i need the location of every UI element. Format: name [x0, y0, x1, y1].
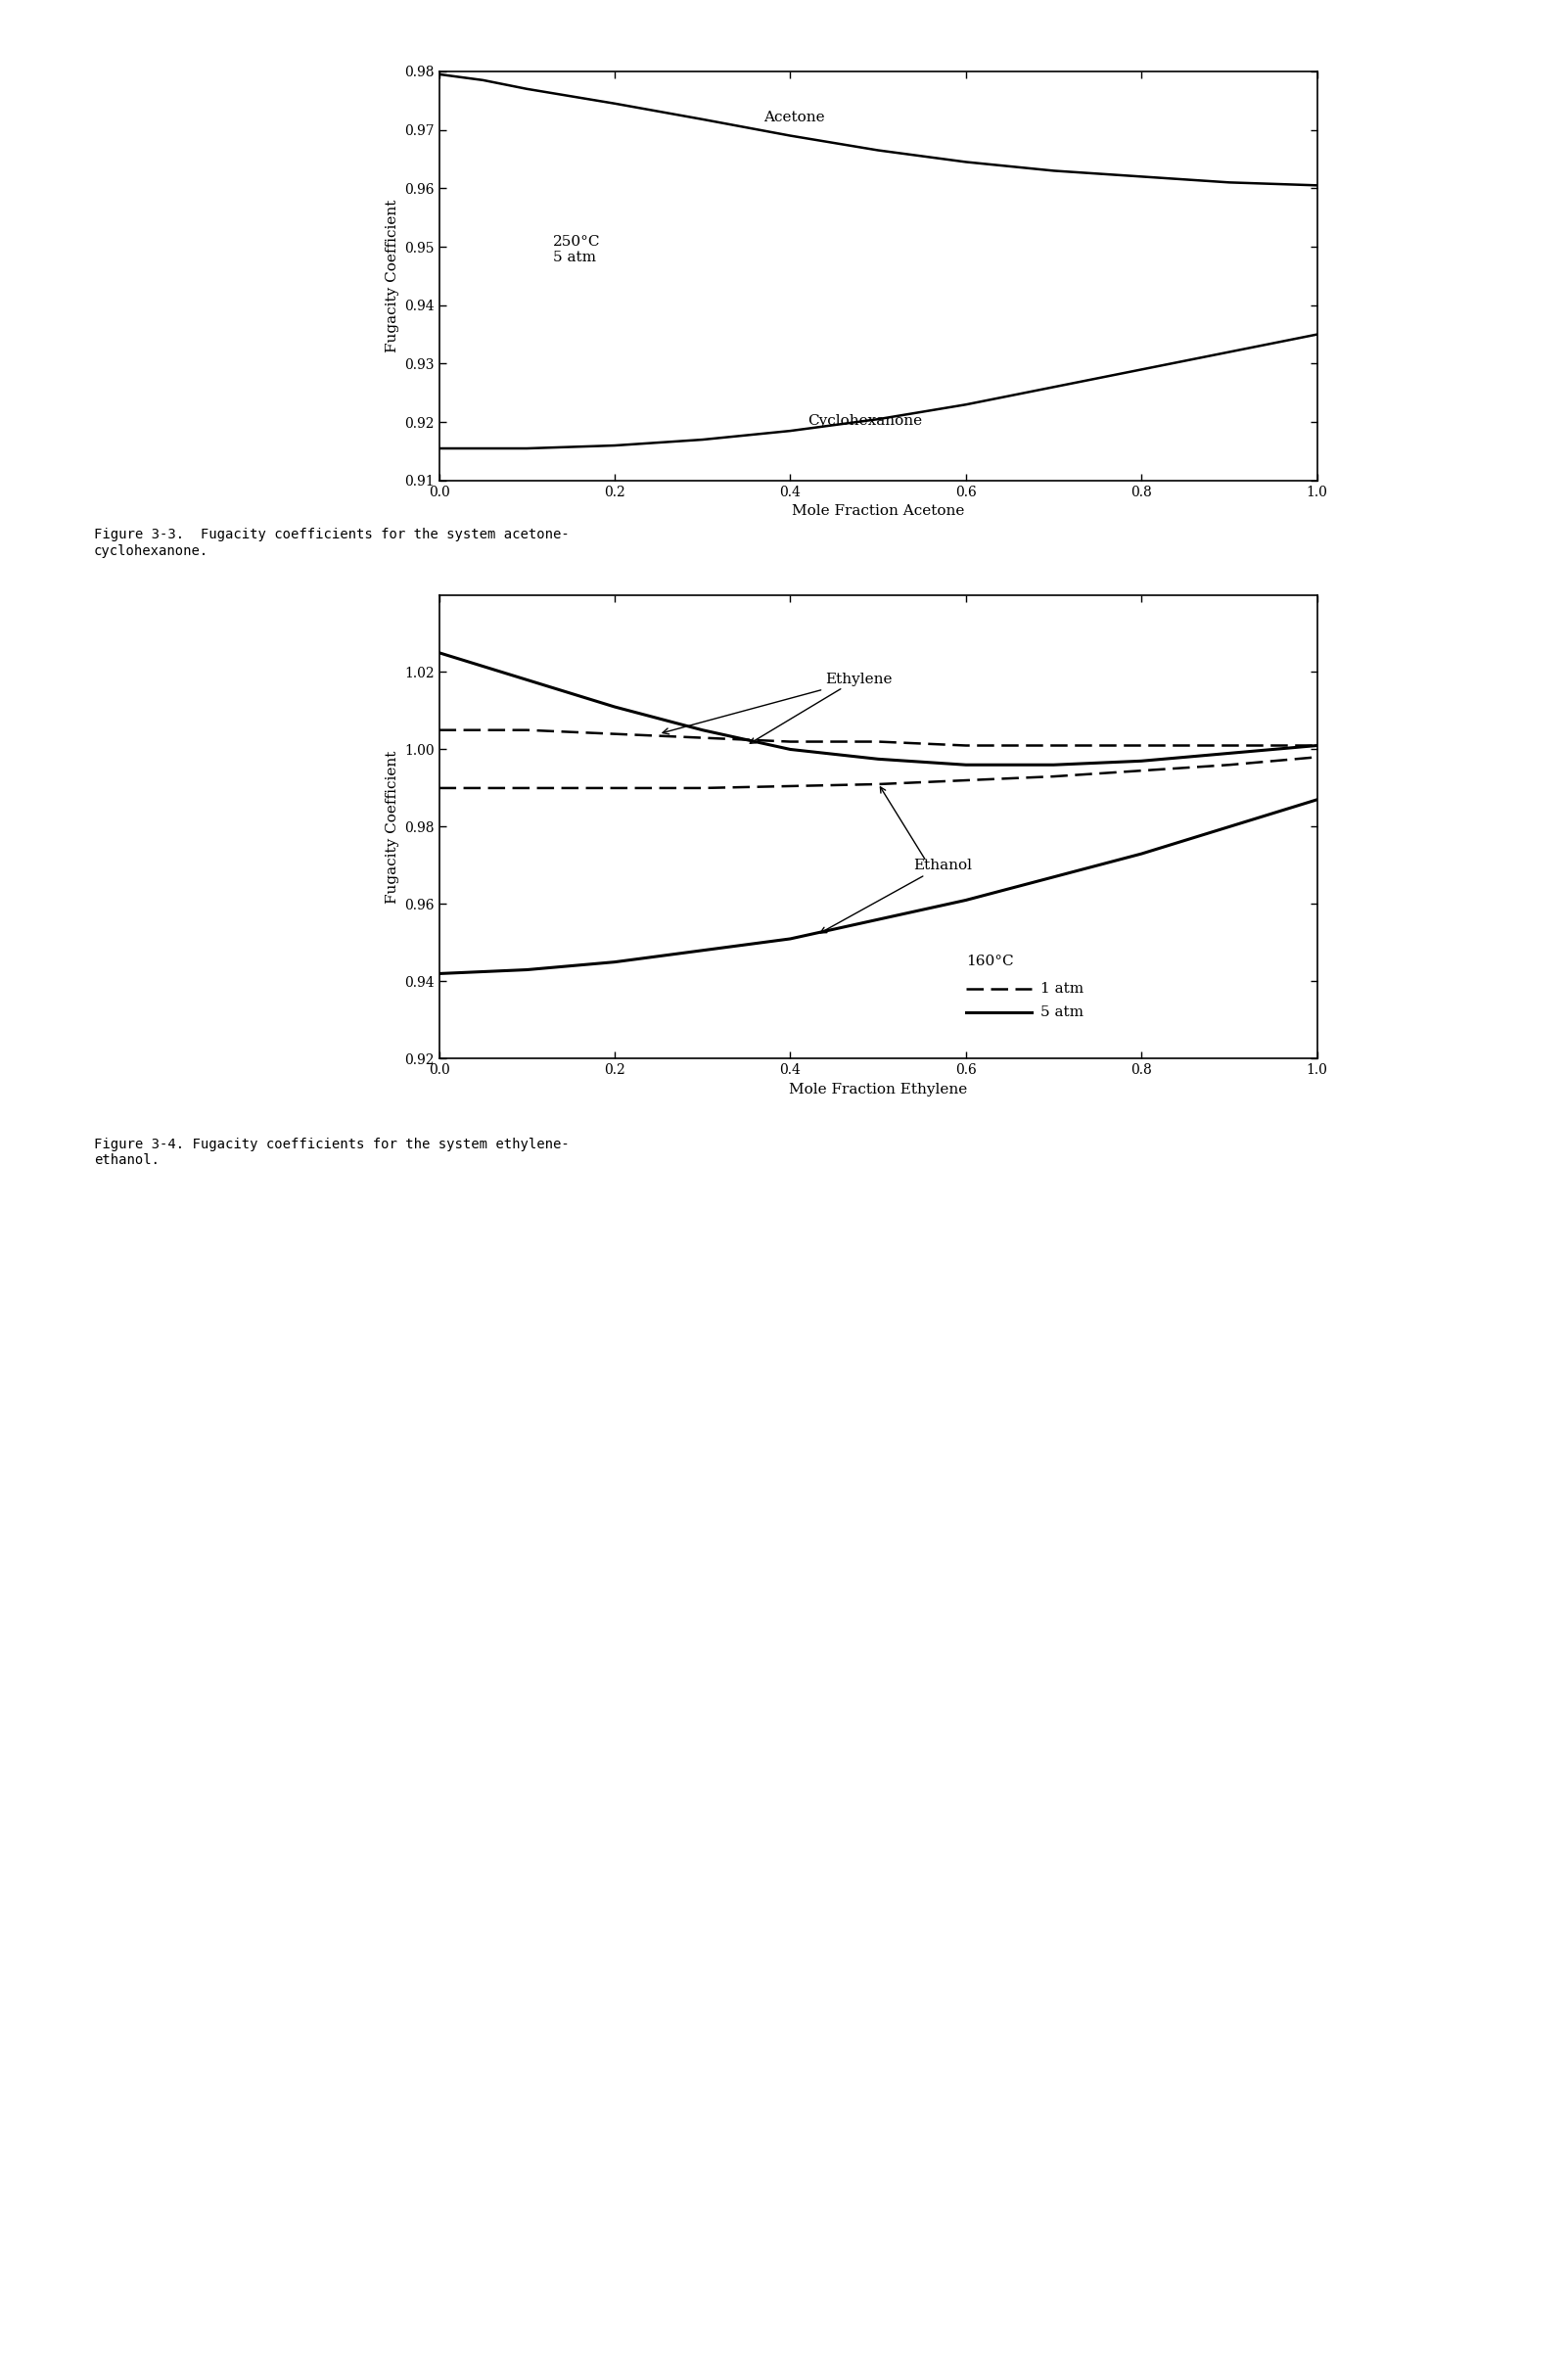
X-axis label: Mole Fraction Acetone: Mole Fraction Acetone	[792, 504, 964, 519]
Text: Ethanol: Ethanol	[820, 859, 972, 933]
Text: Cyclohexanone: Cyclohexanone	[808, 414, 922, 428]
Text: Figure 3-3.  Fugacity coefficients for the system acetone-
cyclohexanone.: Figure 3-3. Fugacity coefficients for th…	[94, 528, 569, 557]
X-axis label: Mole Fraction Ethylene: Mole Fraction Ethylene	[789, 1082, 967, 1097]
Text: 5 atm: 5 atm	[1041, 1006, 1083, 1018]
Text: 160°C: 160°C	[966, 954, 1013, 968]
Text: 1 atm: 1 atm	[1041, 983, 1083, 997]
Text: Acetone: Acetone	[764, 109, 825, 124]
Text: 250°C
5 atm: 250°C 5 atm	[554, 236, 601, 264]
Y-axis label: Fugacity Coefficient: Fugacity Coefficient	[386, 749, 398, 904]
Text: Ethylene: Ethylene	[663, 673, 892, 735]
Y-axis label: Fugacity Coefficient: Fugacity Coefficient	[386, 200, 398, 352]
Text: Figure 3-4. Fugacity coefficients for the system ethylene-
ethanol.: Figure 3-4. Fugacity coefficients for th…	[94, 1137, 569, 1166]
